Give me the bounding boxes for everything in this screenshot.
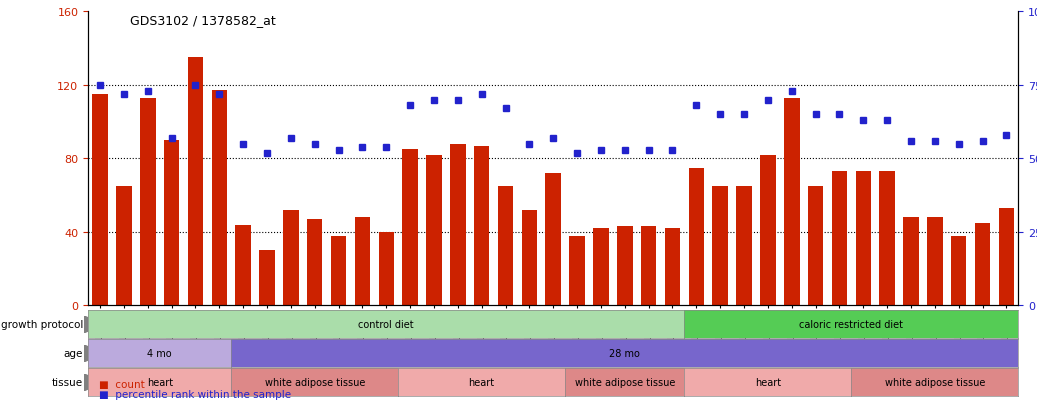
Bar	[92, 95, 108, 306]
Bar	[689, 168, 704, 306]
Bar	[283, 210, 299, 306]
Bar	[975, 223, 990, 306]
Bar	[665, 229, 680, 306]
Bar	[355, 218, 370, 306]
Text: tissue: tissue	[52, 377, 83, 387]
Bar	[593, 229, 609, 306]
Text: GDS3102 / 1378582_at: GDS3102 / 1378582_at	[130, 14, 276, 27]
Text: heart: heart	[469, 377, 495, 387]
Bar	[402, 150, 418, 306]
Bar	[307, 219, 323, 306]
Polygon shape	[84, 316, 103, 333]
Text: ■  percentile rank within the sample: ■ percentile rank within the sample	[99, 389, 290, 399]
Text: growth protocol: growth protocol	[1, 320, 83, 330]
Polygon shape	[84, 345, 103, 362]
Text: 28 mo: 28 mo	[610, 349, 640, 358]
Text: ■  count: ■ count	[99, 380, 144, 389]
Bar	[379, 232, 394, 306]
Bar	[760, 155, 776, 306]
Bar	[522, 210, 537, 306]
Text: white adipose tissue: white adipose tissue	[264, 377, 365, 387]
Bar	[927, 218, 943, 306]
Bar	[426, 155, 442, 306]
Bar	[116, 187, 132, 306]
Bar	[879, 172, 895, 306]
Bar	[951, 236, 966, 306]
Text: caloric restricted diet: caloric restricted diet	[800, 320, 903, 330]
Bar	[474, 146, 489, 306]
Text: white adipose tissue: white adipose tissue	[885, 377, 985, 387]
Bar	[164, 141, 179, 306]
Bar	[617, 227, 633, 306]
Text: age: age	[63, 349, 83, 358]
Text: 4 mo: 4 mo	[147, 349, 172, 358]
Bar	[641, 227, 656, 306]
Bar	[569, 236, 585, 306]
Bar	[903, 218, 919, 306]
Bar	[545, 173, 561, 306]
Polygon shape	[84, 374, 103, 391]
Text: control diet: control diet	[359, 320, 414, 330]
Bar	[235, 225, 251, 306]
Bar	[808, 187, 823, 306]
Text: heart: heart	[755, 377, 781, 387]
Bar	[450, 145, 466, 306]
Bar	[212, 91, 227, 306]
Bar	[999, 209, 1014, 306]
Text: heart: heart	[146, 377, 173, 387]
Bar	[736, 187, 752, 306]
Text: white adipose tissue: white adipose tissue	[574, 377, 675, 387]
Bar	[188, 58, 203, 306]
Bar	[259, 251, 275, 306]
Bar	[331, 236, 346, 306]
Bar	[498, 187, 513, 306]
Bar	[832, 172, 847, 306]
Bar	[140, 99, 156, 306]
Bar	[712, 187, 728, 306]
Bar	[784, 99, 800, 306]
Bar	[856, 172, 871, 306]
